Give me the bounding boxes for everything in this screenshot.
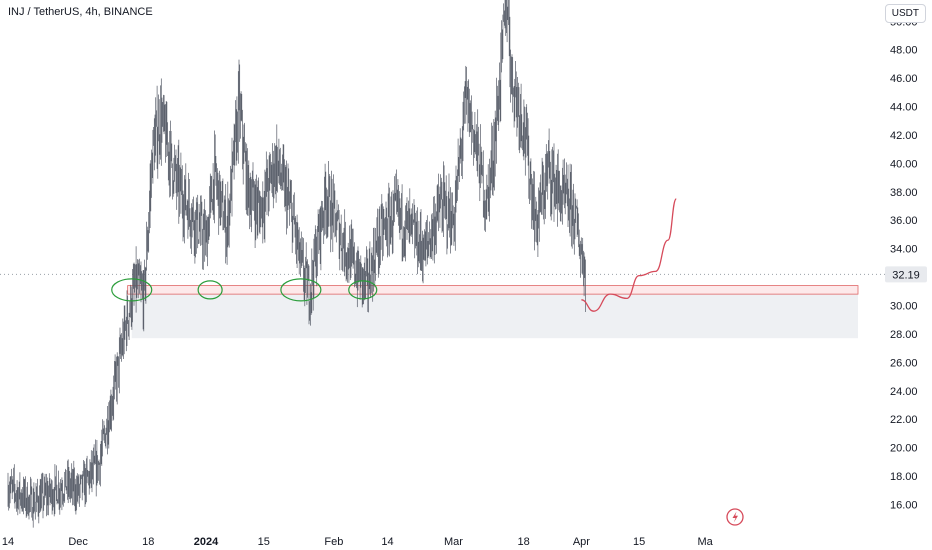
x-tick-label: 15 [633,536,645,548]
y-tick-label: 34.00 [890,244,918,256]
x-tick-label: Apr [573,536,590,548]
circle-annotation [348,280,378,300]
circle-annotation [111,278,153,302]
y-tick-label: 30.00 [890,300,918,312]
chart-title: INJ / TetherUS, 4h, BINANCE [8,6,153,18]
y-tick-label: 18.00 [890,471,918,483]
x-tick-label: 18 [142,536,154,548]
y-tick-label: 28.00 [890,329,918,341]
y-tick-label: 24.00 [890,386,918,398]
projection-path [581,198,677,312]
candles-group [7,0,586,528]
x-tick-label: 2024 [194,536,219,548]
unit-button[interactable]: USDT [884,4,926,23]
y-tick-label: 16.00 [890,499,918,511]
y-tick-label: 26.00 [890,357,918,369]
y-tick-label: 20.00 [890,443,918,455]
x-tick-label: Dec [68,536,88,548]
x-tick-label: Mar [444,536,463,548]
lightning-icon[interactable] [726,508,744,526]
x-tick-label: Ma [697,536,713,548]
y-tick-label: 22.00 [890,414,918,426]
circle-annotations [111,278,378,302]
y-tick-label: 46.00 [890,73,918,85]
current-price-label: 32.19 [885,266,927,283]
y-tick-label: 36.00 [890,215,918,227]
y-tick-label: 44.00 [890,102,918,114]
y-tick-label: 42.00 [890,130,918,142]
x-tick-label: 15 [258,536,270,548]
x-tick-label: 14 [2,536,14,548]
support-zone [127,285,859,295]
circle-annotation [280,278,322,302]
y-tick-label: 40.00 [890,158,918,170]
x-tick-label: 14 [381,536,393,548]
x-axis: 14 Dec 18 2024 15 Feb 14 Mar 18 Apr 15 Ma [2,536,714,548]
y-axis: 16.00 18.00 20.00 22.00 24.00 26.00 28.00 30.00… [890,16,918,511]
y-tick-label: 48.00 [890,45,918,57]
current-price-text: 32.19 [892,269,920,281]
y-tick-label: 38.00 [890,187,918,199]
circle-annotation [197,280,223,300]
x-tick-label: Feb [324,536,343,548]
x-tick-label: 18 [518,536,530,548]
